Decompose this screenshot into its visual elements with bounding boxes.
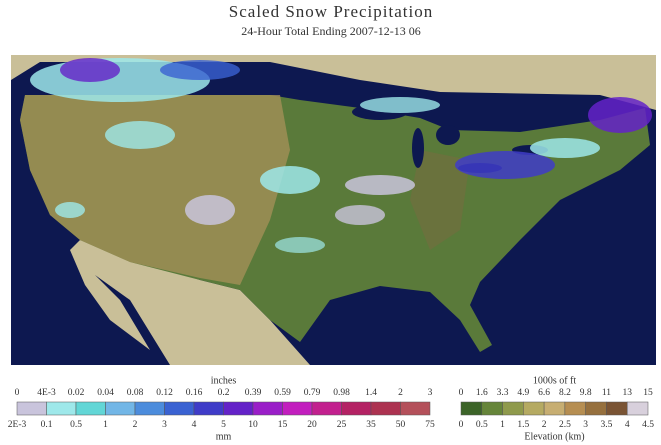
legend-bottom-label: 0.5 [476,420,488,430]
legend-top-label: 0.2 [218,388,230,398]
legend-bottom-label: 50 [396,420,406,430]
map [11,55,656,365]
legend-bottom-label: 0.5 [70,420,82,430]
legend-swatch [134,401,165,416]
legend-top-label: 9.8 [580,388,592,398]
appalachians [410,150,470,250]
legend-swatch [543,401,566,416]
legend-top-label: 0.12 [156,388,173,398]
legend-bottom-unit: mm [216,431,232,442]
legend-bottom-label: 5 [221,420,226,430]
legend-bottom-label: 1 [103,420,108,430]
legend-bottom-label: 10 [248,420,258,430]
legend-bottom-label: 2 [133,420,138,430]
legend-top-label: 0.16 [186,388,203,398]
legend-top-label: 0 [15,388,20,398]
legend-top-label: 0.59 [274,388,291,398]
legend-swatch [46,401,77,416]
legend-top-unit: 1000s of ft [533,375,577,386]
legend-top-label: 4.9 [517,388,529,398]
title: Scaled Snow Precipitation [229,2,433,21]
legend-top-label: 1.4 [365,388,377,398]
legend-swatch [400,401,431,416]
legend-bottom-label: 20 [307,420,317,430]
legend-top-label: 4E-3 [37,388,56,398]
legend-swatch [75,401,106,416]
mexico [70,240,310,365]
legend-swatch [460,401,483,416]
legend-top-label: 15 [643,388,653,398]
legend-swatch [370,401,401,416]
legend-swatch [252,401,283,416]
legend-swatch [585,401,607,416]
legend-bottom-label: 15 [278,420,288,430]
legend-bottom-label: 1.5 [517,420,529,430]
legend-top-label: 0.98 [333,388,350,398]
legend-bottom-label: 0 [459,420,464,430]
legend-top-label: 0.79 [304,388,321,398]
legend-swatch [193,401,224,416]
legend-swatch [164,401,195,416]
legend-swatch [481,401,503,416]
elevation-legend: 1000s of ft0 1.6 3.3 4.9 6.6 8.2 9.8 11 13 150 0.5… [459,375,655,442]
legend-top-unit: inches [211,375,237,386]
legend-swatch [502,401,524,416]
legend-swatch [16,401,47,416]
legend-bottom-label: 4 [625,420,630,430]
legend-swatch [564,401,586,416]
legend-bottom-label: 1 [500,420,505,430]
legend-top-label: 11 [602,388,611,398]
legend-top-label: 1.6 [476,388,488,398]
subtitle: 24-Hour Total Ending 2007-12-13 06 [241,24,421,38]
legend-top-label: 6.6 [538,388,550,398]
legend-top-label: 2 [398,388,403,398]
legend-swatch [606,401,628,416]
legend-top-label: 8.2 [559,388,571,398]
legend-bottom-label: 4.5 [642,420,654,430]
legend-bottom-label: 3.5 [601,420,613,430]
legend-top-label: 0.04 [97,388,114,398]
legend-bottom-label: 75 [425,420,435,430]
legend-bottom-label: 35 [366,420,376,430]
legend-bottom-label: 3 [583,420,588,430]
legend-bottom-unit: Elevation (km) [524,431,584,442]
legend-swatch [626,401,649,416]
legend-top-label: 3.3 [497,388,509,398]
legend-top-label: 0 [459,388,464,398]
legend-bottom-label: 2 [542,420,547,430]
snow-areas [30,58,652,253]
legend-top-label: 0.08 [127,388,144,398]
legend-bottom-label: 3 [162,420,167,430]
legend-swatch [523,401,545,416]
legend-top-label: 13 [622,388,632,398]
legend-bottom-label: 25 [337,420,347,430]
legend-bottom-label: 4 [192,420,197,430]
legend-bottom-label: 2E-3 [8,420,27,430]
legend-swatch [282,401,313,416]
legend-top-label: 0.39 [245,388,262,398]
legend-swatch [311,401,342,416]
legend-top-label: 0.02 [68,388,85,398]
legend-swatch [105,401,136,416]
legend-swatch [341,401,372,416]
legend-swatch [223,401,254,416]
legend-bottom-label: 2.5 [559,420,571,430]
western-terrain [20,95,290,285]
canada [11,55,656,110]
legend-bottom-label: 0.1 [41,420,53,430]
legend-top-label: 3 [428,388,433,398]
